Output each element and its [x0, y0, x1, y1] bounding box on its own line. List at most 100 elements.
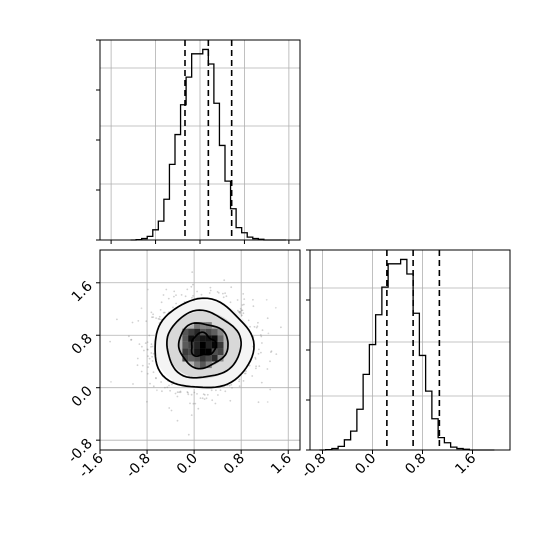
scatter-point — [136, 364, 139, 367]
histogram-step-line — [130, 48, 287, 241]
density-cell — [188, 335, 195, 342]
density-cell — [211, 354, 218, 362]
scatter-point — [222, 296, 225, 299]
scatter-point — [219, 389, 222, 391]
scatter-point — [261, 342, 263, 344]
density-cell — [194, 322, 200, 329]
scatter-point — [265, 298, 268, 301]
density-cell — [205, 341, 212, 349]
scatter-point — [158, 315, 161, 318]
scatter-point — [165, 288, 168, 291]
scatter-point — [270, 350, 273, 353]
scatter-point — [238, 378, 241, 381]
scatter-point — [266, 401, 269, 403]
scatter-point — [186, 391, 189, 393]
scatter-point — [179, 391, 182, 394]
scatter-point — [222, 292, 224, 295]
scatter-point — [187, 391, 189, 394]
scatter-point — [243, 372, 246, 375]
scatter-point — [157, 317, 160, 320]
scatter-point — [171, 383, 173, 386]
density-cell — [182, 335, 189, 342]
x-tick-label: 1.6 — [268, 450, 295, 477]
scatter-point — [175, 294, 177, 296]
scatter-point — [229, 399, 232, 402]
scatter-point — [191, 271, 194, 273]
scatter-point — [150, 352, 153, 354]
density-cell — [217, 354, 224, 362]
scatter-point — [184, 295, 187, 298]
scatter-point — [260, 381, 263, 384]
scatter-point — [210, 389, 213, 392]
density-cell — [182, 341, 189, 349]
scatter-point — [230, 286, 233, 289]
scatter-point — [241, 304, 244, 306]
scatter-point — [148, 363, 151, 365]
scatter-point — [143, 349, 145, 352]
scatter-point — [238, 311, 241, 314]
scatter-point — [242, 312, 245, 315]
scatter-point — [200, 293, 203, 296]
scatter-point — [224, 390, 227, 393]
scatter-point — [160, 301, 163, 304]
scatter-point — [257, 401, 260, 404]
scatter-point — [202, 393, 205, 396]
scatter-point — [130, 339, 132, 341]
scatter-point — [203, 398, 206, 400]
scatter-point — [238, 310, 240, 313]
scatter-point — [173, 295, 175, 298]
scatter-point — [168, 407, 171, 409]
scatter-point — [229, 301, 232, 304]
scatter-point — [248, 364, 251, 367]
scatter-point — [148, 357, 151, 360]
scatter-point — [199, 397, 202, 399]
density-cell — [182, 328, 189, 336]
scatter-point — [196, 290, 199, 293]
scatter-point — [136, 357, 139, 360]
scatter-point — [130, 338, 133, 341]
scatter-point — [147, 366, 150, 368]
scatter-point — [151, 355, 154, 358]
scatter-point — [192, 283, 194, 286]
scatter-point — [146, 348, 149, 351]
density-cell — [211, 348, 218, 355]
density-cell — [200, 341, 206, 349]
scatter-point — [237, 309, 239, 312]
scatter-point — [239, 310, 242, 313]
x-tick-label: -0.8 — [299, 451, 330, 482]
contour-line — [166, 309, 242, 379]
scatter-points — [109, 271, 282, 436]
scatter-point — [244, 372, 247, 375]
scatter-point — [186, 288, 189, 291]
scatter-point — [127, 335, 130, 338]
scatter-point — [168, 384, 170, 387]
density-cell — [188, 354, 195, 362]
axes-frame — [99, 249, 301, 451]
scatter-point — [242, 380, 245, 382]
density-cell — [200, 322, 206, 329]
scatter-point — [159, 309, 162, 311]
scatter-point — [176, 419, 179, 422]
scatter-point — [192, 295, 194, 297]
scatter-point — [155, 377, 157, 380]
scatter-point — [151, 345, 154, 348]
scatter-point — [247, 319, 250, 322]
density-cell — [205, 354, 212, 362]
scatter-point — [245, 370, 247, 373]
scatter-point — [217, 394, 219, 396]
scatter-point — [255, 367, 257, 370]
scatter-point — [236, 299, 239, 301]
scatter-point — [160, 381, 163, 383]
scatter-point — [169, 389, 172, 392]
scatter-point — [167, 297, 170, 300]
scatter-point — [175, 302, 178, 305]
scatter-point — [243, 303, 245, 306]
scatter-point — [258, 365, 261, 367]
scatter-point — [152, 313, 155, 316]
axes-frame — [309, 249, 511, 451]
scatter-point — [140, 307, 143, 310]
scatter-point — [239, 307, 242, 310]
scatter-point — [155, 377, 157, 379]
scatter-point — [116, 318, 118, 321]
